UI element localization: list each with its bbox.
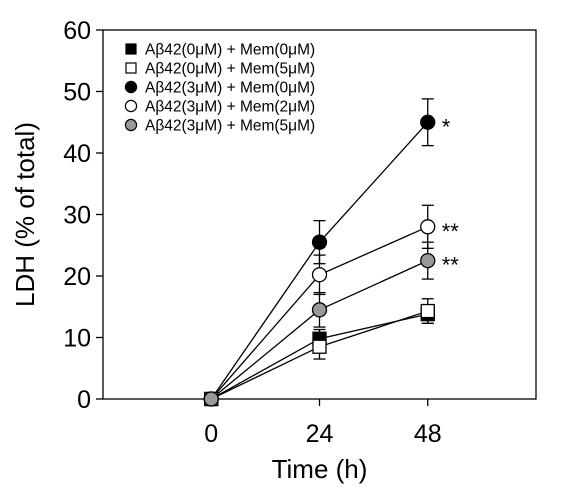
y-tick-label: 0	[77, 386, 91, 414]
x-tick-label: 0	[204, 420, 218, 448]
legend-label: Aβ42(0μM) + Mem(0μM)	[145, 42, 315, 59]
legend-label: Aβ42(0μM) + Mem(5μM)	[145, 61, 315, 78]
legend-symbol	[125, 43, 137, 55]
data-point	[420, 114, 436, 130]
data-point	[420, 303, 435, 319]
significance-annotations: *****	[442, 114, 460, 277]
data-point	[203, 391, 219, 407]
y-tick-label: 30	[63, 202, 91, 230]
legend-symbol	[125, 62, 137, 74]
significance-marker: **	[442, 253, 460, 278]
y-axis-title: LDH (% of total)	[10, 122, 40, 307]
data-point	[420, 219, 436, 235]
y-tick-label: 20	[63, 263, 91, 291]
y-tick-label: 60	[63, 17, 91, 45]
legend-symbol	[124, 99, 138, 113]
data-point	[420, 252, 436, 269]
significance-marker: *	[442, 114, 451, 139]
y-tick-label: 50	[63, 79, 91, 107]
axis-ticks: 0 10 20 30 40 50 60 0 24 48	[63, 17, 441, 448]
legend-symbol	[124, 80, 138, 94]
legend-label: Aβ42(3μM) + Mem(5μM)	[145, 118, 315, 135]
legend-label: Aβ42(3μM) + Mem(0μM)	[145, 80, 315, 97]
legend-symbol	[124, 118, 138, 132]
data-point	[311, 267, 328, 283]
x-tick-label: 24	[306, 420, 334, 448]
significance-marker: **	[442, 219, 460, 244]
y-tick-label: 40	[63, 140, 91, 168]
data-point	[311, 234, 328, 250]
x-tick-label: 48	[414, 420, 442, 448]
data-markers	[203, 114, 436, 407]
x-axis-title: Time (h)	[272, 454, 368, 484]
legend-label: Aβ42(3μM) + Mem(2μM)	[145, 99, 315, 116]
y-tick-label: 10	[63, 325, 91, 353]
data-point	[311, 302, 328, 318]
data-point	[312, 339, 327, 354]
legend: Aβ42(0μM) + Mem(0μM) Aβ42(0μM) + Mem(5μM)…	[124, 42, 315, 135]
